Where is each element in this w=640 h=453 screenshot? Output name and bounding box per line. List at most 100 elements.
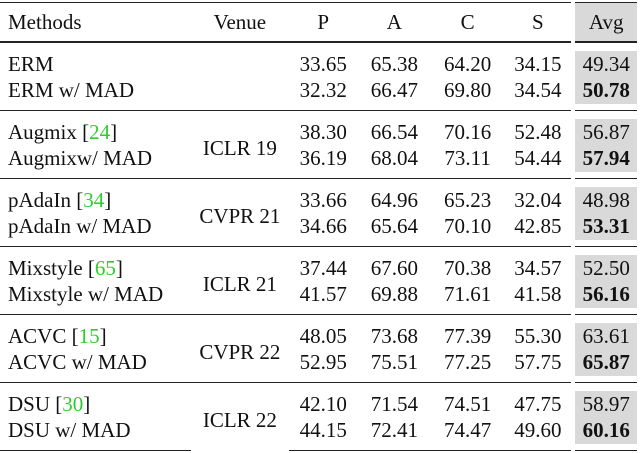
header-cell: Venue xyxy=(191,2,289,43)
citation: 65 xyxy=(88,256,123,280)
venue-cell: ICLR 21 xyxy=(191,246,289,315)
method-name: Mixstyle xyxy=(8,255,83,280)
value-cell: 70.38 xyxy=(430,246,505,281)
method-name: ERM xyxy=(8,51,54,76)
table-row: DSU w/ MAD 44.15 72.41 74.47 49.60 60.16 xyxy=(0,417,640,451)
value-cell: 66.54 xyxy=(357,110,431,145)
value-cell: 67.60 xyxy=(357,246,431,281)
value-cell: 66.47 xyxy=(370,77,418,102)
value-cell: 41.58 xyxy=(514,281,562,306)
avg-cell: 52.50 xyxy=(571,246,640,281)
value-cell: 52.48 xyxy=(504,110,574,145)
value-cell: 55.30 xyxy=(504,314,574,349)
method-cell: ERM w/ MAD xyxy=(0,77,191,111)
table-row: ERM 33.65 65.38 64.20 34.15 49.34 xyxy=(0,42,640,77)
value-cell: 42.10 xyxy=(288,382,358,417)
value-cell: 65.38 xyxy=(370,51,418,76)
value-cell: 74.47 xyxy=(430,417,505,451)
table-row: Augmixw/ MAD 36.19 68.04 73.11 54.44 57.94 xyxy=(0,145,640,179)
value-cell: 57.75 xyxy=(514,349,562,374)
value-cell: 32.32 xyxy=(299,77,347,102)
value-cell: 71.54 xyxy=(357,382,431,417)
value-cell: 70.10 xyxy=(444,213,492,238)
method-name: ACVC xyxy=(8,323,67,348)
citation: 34 xyxy=(76,188,111,212)
value-cell: 34.54 xyxy=(514,77,562,102)
value-cell: 69.88 xyxy=(370,281,418,306)
method-name: Augmixw/ MAD xyxy=(8,145,153,170)
avg-cell: 60.16 xyxy=(571,417,640,451)
citation: 15 xyxy=(72,324,107,348)
value-cell: 65.23 xyxy=(430,178,505,213)
value-cell: 37.44 xyxy=(288,246,358,281)
header-row: Methods Venue P A C S Avg xyxy=(0,2,640,43)
table-row: pAdaIn w/ MAD 34.66 65.64 70.10 42.85 53.31 xyxy=(0,213,640,247)
method-cell: ACVC 15 xyxy=(0,314,192,349)
value-cell: 34.15 xyxy=(514,51,562,76)
value-cell: 52.95 xyxy=(299,349,347,374)
method-cell: ERM xyxy=(0,42,191,77)
value-cell: 71.61 xyxy=(444,281,492,306)
method-name: DSU xyxy=(8,391,51,416)
header-cell: Avg xyxy=(571,2,640,43)
method-name: Mixstyle w/ MAD xyxy=(8,281,164,306)
avg-cell: 50.78 xyxy=(571,77,640,111)
method-cell: pAdaIn 34 xyxy=(0,178,192,213)
value-cell: 75.51 xyxy=(370,349,418,374)
value-cell: 33.66 xyxy=(288,178,358,213)
value-cell: 54.44 xyxy=(514,145,562,170)
method-cell: DSU 30 xyxy=(0,382,192,417)
method-cell: Augmixw/ MAD xyxy=(0,145,191,179)
value-cell: 36.19 xyxy=(299,145,347,170)
avg-cell: 56.87 xyxy=(571,110,640,145)
value-cell: 72.41 xyxy=(357,417,431,451)
method-cell: DSU w/ MAD xyxy=(0,417,192,451)
table-row: ACVC w/ MAD 52.95 75.51 77.25 57.75 65.87 xyxy=(0,349,640,383)
value-cell: 38.30 xyxy=(288,110,358,145)
avg-cell: 56.16 xyxy=(571,281,640,315)
venue-cell: CVPR 21 xyxy=(191,178,289,247)
citation: 30 xyxy=(55,392,90,416)
method-name: Augmix xyxy=(8,119,77,144)
method-cell: Mixstyle w/ MAD xyxy=(0,281,191,315)
header-cell: P xyxy=(288,2,358,43)
value-cell: 47.75 xyxy=(504,382,574,417)
citation: 24 xyxy=(82,120,117,144)
value-cell: 49.60 xyxy=(504,417,574,451)
table-row: pAdaIn 34CVPR 2133.6664.9665.2332.0448.9… xyxy=(0,178,640,247)
avg-cell: 49.34 xyxy=(571,42,640,77)
method-name: ERM w/ MAD xyxy=(8,77,135,102)
value-cell: 32.04 xyxy=(504,178,574,213)
venue-cell: ICLR 22 xyxy=(191,382,289,451)
value-cell: 64.20 xyxy=(444,51,492,76)
header-cell: Methods xyxy=(0,2,192,43)
value-cell: 70.16 xyxy=(430,110,505,145)
method-name: pAdaIn xyxy=(8,187,71,212)
table-row: ERM w/ MAD 32.32 66.47 69.80 34.54 50.78 xyxy=(0,77,640,111)
avg-cell: 58.97 xyxy=(571,382,640,417)
avg-cell: 48.98 xyxy=(571,178,640,213)
method-cell: ACVC w/ MAD xyxy=(0,349,191,383)
table-row: Mixstyle 65 ICLR 2137.4467.6070.3834.5752… xyxy=(0,246,640,315)
venue-cell: ICLR 19 xyxy=(191,110,289,179)
method-name: ACVC w/ MAD xyxy=(8,349,147,374)
value-cell: 73.68 xyxy=(357,314,431,349)
value-cell: 48.05 xyxy=(288,314,358,349)
avg-cell: 65.87 xyxy=(571,349,640,383)
value-cell: 77.25 xyxy=(444,349,492,374)
value-cell: 42.85 xyxy=(514,213,562,238)
value-cell: 69.80 xyxy=(444,77,492,102)
header-cell: S xyxy=(504,2,574,43)
avg-cell: 57.94 xyxy=(571,145,640,179)
venue-cell: CVPR 22 xyxy=(191,314,289,383)
value-cell: 74.51 xyxy=(430,382,505,417)
value-cell: 34.57 xyxy=(504,246,574,281)
method-name: pAdaIn w/ MAD xyxy=(8,213,152,238)
header-cell: A xyxy=(357,2,431,43)
value-cell: 33.65 xyxy=(299,51,347,76)
value-cell: 41.57 xyxy=(299,281,347,306)
method-cell: Augmix 24 xyxy=(0,110,192,145)
table-row: Mixstyle w/ MAD 41.57 69.88 71.61 41.58 56.16 xyxy=(0,281,640,315)
